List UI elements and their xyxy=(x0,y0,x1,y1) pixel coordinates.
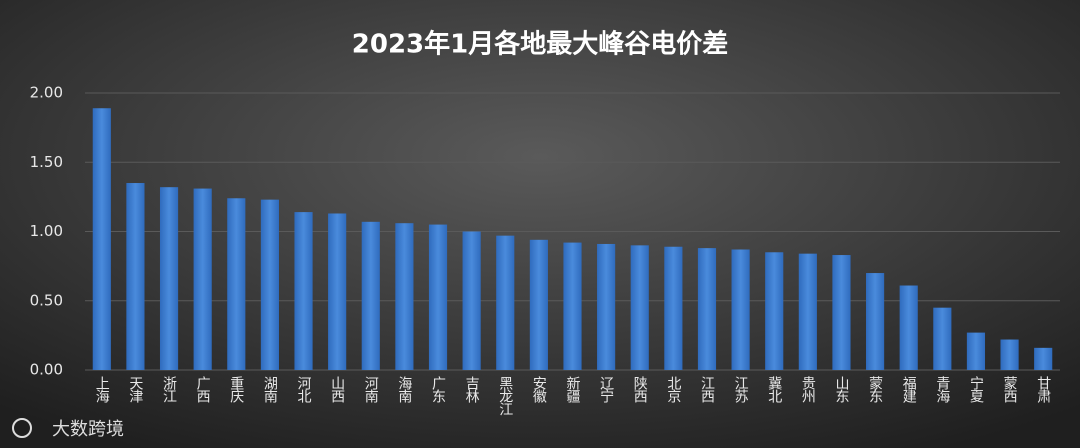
chart-title: 2023年1月各地最大峰谷电价差 xyxy=(352,29,728,60)
x-tick-label: 甘肃 xyxy=(1035,376,1051,403)
y-tick-label: 1.50 xyxy=(30,153,63,171)
x-tick-label: 吉林 xyxy=(464,376,480,403)
bar xyxy=(395,223,414,370)
bar xyxy=(664,246,683,370)
bar xyxy=(462,231,481,370)
bar xyxy=(159,187,179,370)
bar xyxy=(798,253,817,370)
x-tick-label: 广西 xyxy=(195,376,211,403)
x-tick-label: 北京 xyxy=(665,376,681,403)
bar xyxy=(496,235,515,370)
y-tick-label: 0.50 xyxy=(30,291,63,309)
bar xyxy=(899,285,918,370)
bar xyxy=(563,242,582,370)
bar xyxy=(126,183,145,370)
y-tick-label: 1.00 xyxy=(30,222,63,240)
bar xyxy=(193,188,212,370)
x-tick-label: 湖南 xyxy=(262,376,278,403)
x-tick-label: 天津 xyxy=(127,376,143,403)
x-tick-label: 安徽 xyxy=(531,376,547,403)
bar xyxy=(597,243,616,370)
x-tick-label: 上海 xyxy=(94,376,110,403)
bar xyxy=(529,239,548,370)
x-tick-label: 贵州 xyxy=(800,376,816,403)
bar xyxy=(630,245,649,370)
x-tick-label: 江苏 xyxy=(733,376,749,404)
x-tick-label: 蒙西 xyxy=(1002,376,1018,403)
x-tick-label: 青海 xyxy=(934,376,950,403)
x-tick-label: 宁夏 xyxy=(968,375,984,403)
x-tick-label: 山西 xyxy=(329,376,345,403)
x-tick-label: 冀北 xyxy=(766,376,782,404)
bar xyxy=(328,213,347,370)
bar xyxy=(731,249,750,370)
x-tick-label: 河南 xyxy=(363,376,379,403)
y-tick-label: 0.00 xyxy=(30,361,63,379)
logo xyxy=(12,418,32,438)
bar xyxy=(361,221,380,370)
x-tick-label: 浙江 xyxy=(161,376,177,403)
bar xyxy=(697,248,717,370)
x-tick-label: 新疆 xyxy=(565,376,581,403)
bar xyxy=(765,252,784,370)
bar xyxy=(260,199,279,370)
bar xyxy=(866,273,885,370)
bar xyxy=(428,224,448,370)
x-tick-label: 山东 xyxy=(833,376,849,403)
x-tick-label: 蒙东 xyxy=(867,376,883,403)
y-tick-label: 2.00 xyxy=(30,84,63,102)
bar xyxy=(227,198,246,370)
bar xyxy=(92,108,111,371)
x-tick-label: 福建 xyxy=(901,376,917,404)
x-tick-label: 海南 xyxy=(396,376,412,403)
x-tick-label: 重庆 xyxy=(228,376,244,403)
bar xyxy=(1000,339,1019,370)
bar xyxy=(294,212,313,370)
bar xyxy=(933,307,952,370)
x-tick-label: 陕西 xyxy=(632,376,648,403)
x-tick-label: 河北 xyxy=(296,376,312,404)
bar xyxy=(966,332,986,370)
x-tick-label: 辽宁 xyxy=(598,376,614,403)
x-tick-label: 黑龙江 xyxy=(497,376,513,416)
source: 大数跨境 xyxy=(52,419,124,440)
bar xyxy=(832,255,851,370)
x-tick-label: 江西 xyxy=(699,376,715,403)
x-tick-label: 广东 xyxy=(430,376,446,403)
bar xyxy=(1034,347,1053,370)
